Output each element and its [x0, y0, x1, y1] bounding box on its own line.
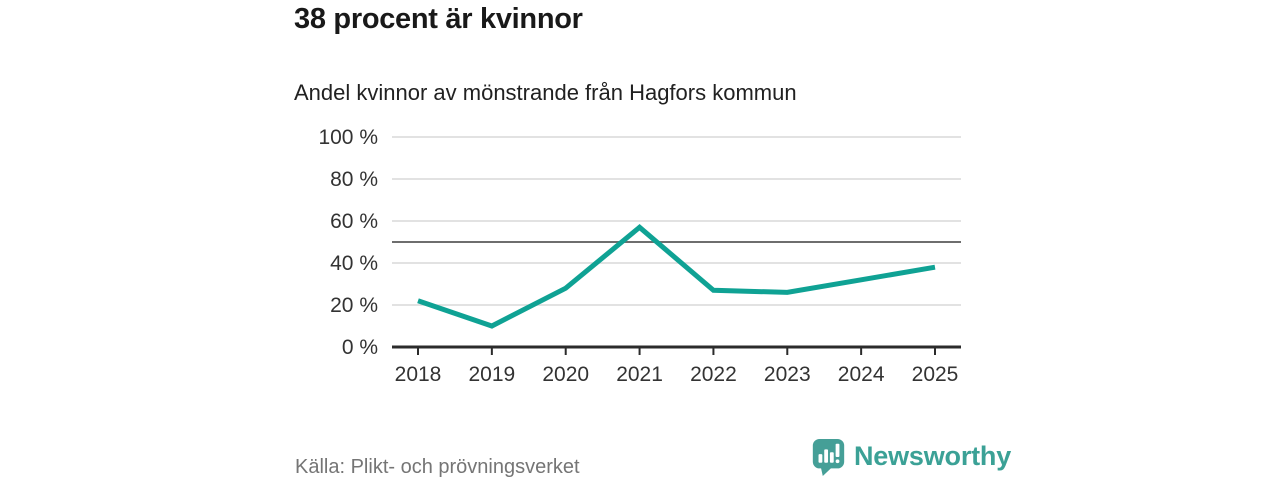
x-tick-label: 2019	[468, 363, 515, 386]
data-line-andel-kvinnor	[417, 224, 936, 329]
line-chart: 0 % 20 % 40 % 60 % 80 % 100 % 2018 2019 2020 2021…	[318, 126, 961, 386]
y-tick-label: 40 %	[330, 252, 378, 275]
y-tick-label: 80 %	[330, 168, 378, 191]
y-tick-label: 100 %	[318, 126, 378, 149]
y-tick-label: 60 %	[330, 210, 378, 233]
bar-3	[829, 452, 834, 463]
y-tick-label: 20 %	[330, 294, 378, 317]
newsworthy-bar-chart-bubble-icon	[812, 438, 845, 476]
chart-subtitle: Andel kvinnor av mönstrande från Hagfors…	[294, 80, 797, 105]
x-tick-label: 2024	[838, 363, 885, 386]
x-tick-label: 2020	[542, 363, 589, 386]
x-tick-label: 2021	[616, 363, 663, 386]
x-tick-label: 2025	[912, 363, 959, 386]
x-tick-label: 2022	[690, 363, 737, 386]
newsworthy-logo: Newsworthy	[811, 438, 1011, 476]
x-tick-label: 2023	[764, 363, 811, 386]
x-tick-label: 2018	[395, 363, 442, 386]
chart-title: 38 procent är kvinnor	[294, 3, 583, 35]
bar-1	[818, 454, 823, 463]
y-tick-label: 0 %	[342, 336, 378, 359]
source-note: Källa: Plikt- och prövningsverket	[295, 456, 580, 478]
newsworthy-wordmark: Newsworthy	[854, 441, 1012, 471]
exclamation-bar	[835, 443, 840, 457]
bar-2	[824, 449, 829, 463]
speech-bubble-shape	[812, 438, 845, 476]
exclamation-dot	[835, 459, 840, 464]
